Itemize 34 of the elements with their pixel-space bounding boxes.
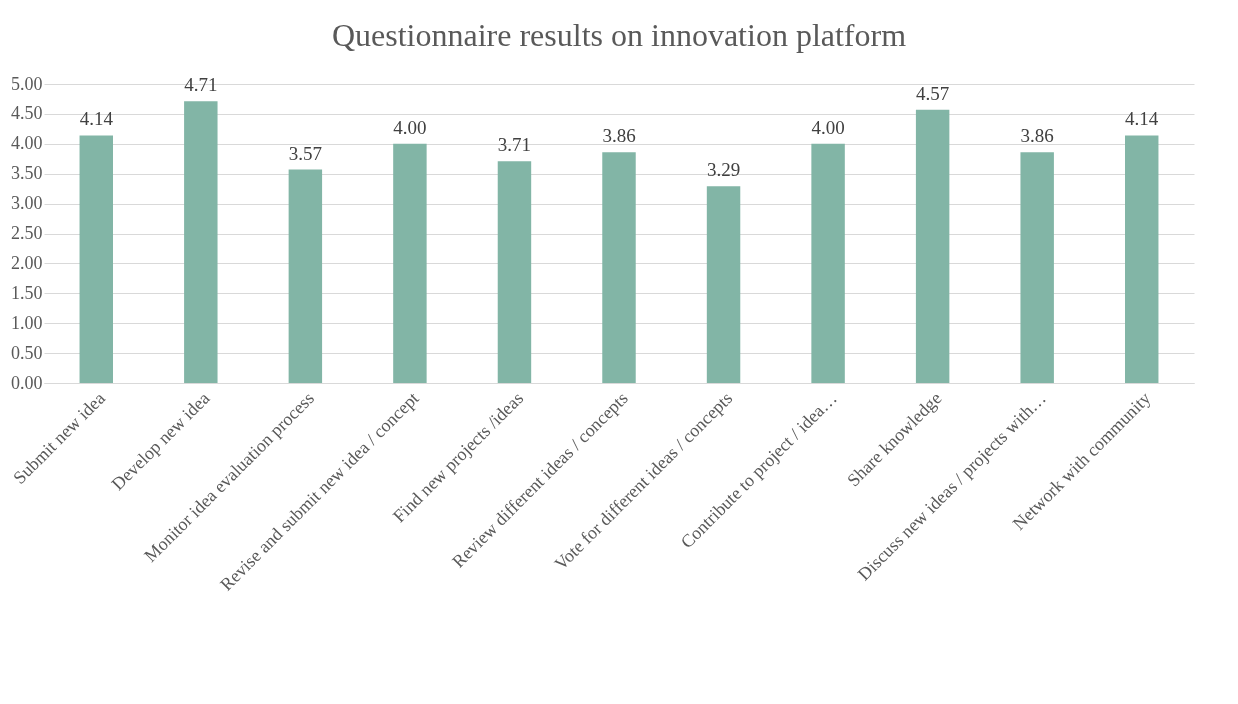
y-tick-label: 2.50: [11, 223, 43, 243]
bar: [393, 143, 427, 383]
data-label: 4.14: [1125, 108, 1159, 130]
data-label: 4.57: [916, 82, 950, 104]
y-tick-label: 2.00: [11, 252, 43, 273]
chart-title: Questionnaire results on innovation platform: [331, 17, 907, 53]
data-label: 4.00: [811, 116, 845, 138]
data-label: 3.57: [288, 142, 322, 164]
bar: [915, 109, 950, 383]
y-tick-label: 4.00: [11, 133, 43, 154]
bar: [79, 135, 113, 383]
bar: [602, 152, 636, 383]
y-tick-label: 1.00: [11, 312, 43, 333]
y-tick-label: 0.00: [11, 372, 43, 393]
bar: [184, 101, 218, 383]
bar: [288, 169, 323, 383]
y-tick-label: 5.00: [11, 73, 43, 94]
data-label: 4.00: [393, 116, 427, 138]
bar: [706, 186, 741, 383]
bar: [811, 143, 845, 383]
y-tick-label: 0.50: [11, 342, 43, 363]
y-tick-label: 4.50: [11, 103, 43, 124]
data-label: 4.14: [79, 108, 114, 130]
y-tick-label: 1.50: [11, 282, 43, 303]
y-tick-label: 3.00: [11, 193, 43, 214]
bar: [497, 161, 532, 383]
data-label: 3.71: [497, 134, 532, 156]
data-label: 3.86: [1020, 125, 1054, 147]
bar: [1020, 152, 1054, 383]
data-label: 3.86: [602, 125, 636, 147]
data-label: 4.71: [184, 74, 218, 96]
y-tick-label: 3.50: [11, 163, 43, 184]
bar: [1125, 135, 1159, 383]
data-label: 3.29: [706, 159, 741, 181]
